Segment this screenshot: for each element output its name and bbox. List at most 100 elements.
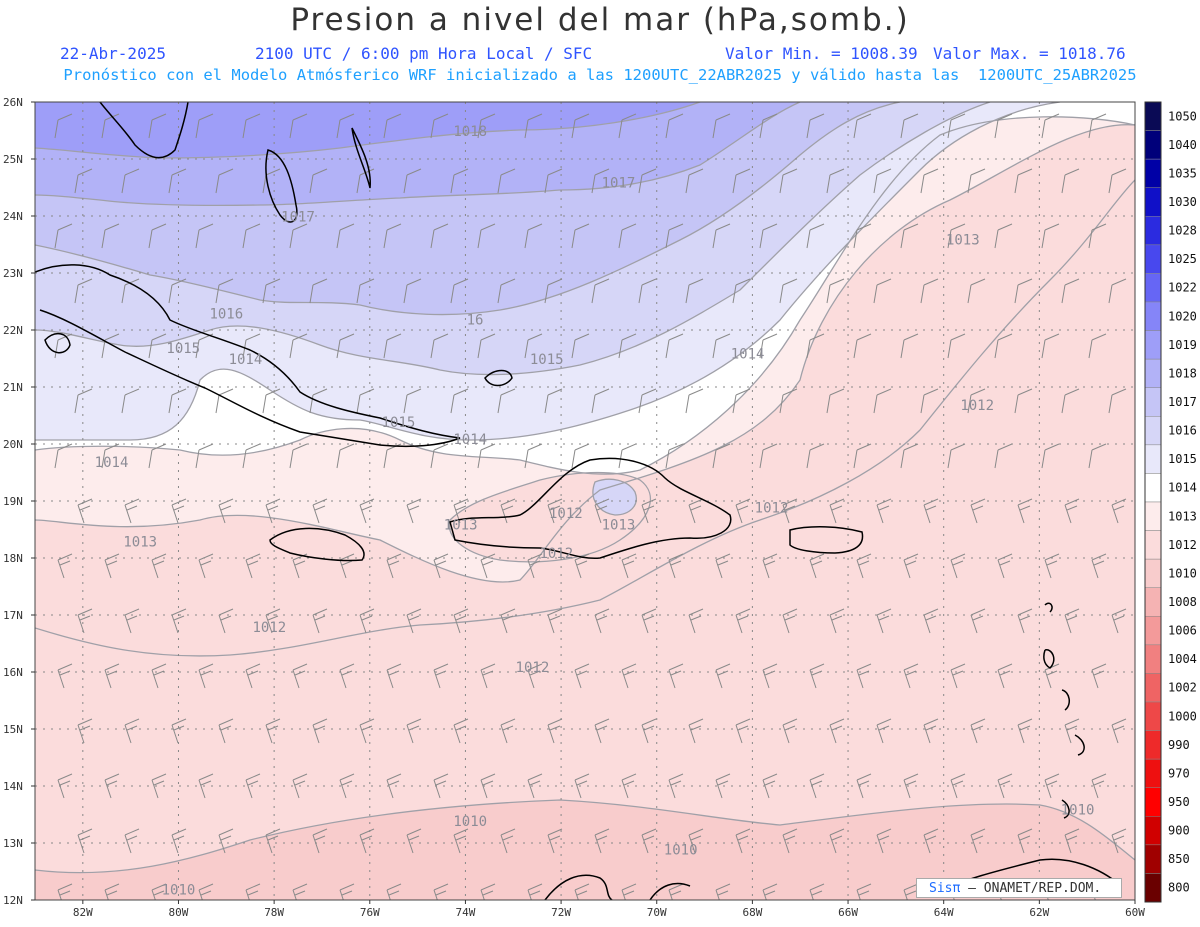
colorbar-label: 800 bbox=[1168, 881, 1190, 895]
wind-barb bbox=[245, 773, 261, 799]
wind-barb bbox=[124, 498, 140, 524]
wind-barb bbox=[591, 168, 610, 194]
wind-barb bbox=[527, 773, 543, 799]
wind-barb bbox=[245, 553, 261, 579]
colorbar-label: 1008 bbox=[1168, 595, 1197, 609]
wind-barb bbox=[198, 883, 214, 900]
wind-barb bbox=[1041, 223, 1060, 249]
wind-barb bbox=[1014, 388, 1033, 414]
wind-barb bbox=[168, 168, 187, 194]
wind-barb bbox=[430, 113, 449, 139]
wind-barb bbox=[383, 113, 402, 139]
isobar-label: 1012 bbox=[755, 500, 789, 516]
colorbar-label: 1025 bbox=[1168, 252, 1197, 266]
wind-barb bbox=[148, 113, 167, 139]
wind-barb bbox=[715, 663, 731, 689]
wind-barb bbox=[923, 608, 939, 634]
wind-barb bbox=[433, 773, 449, 799]
coast-eleuthera bbox=[351, 127, 371, 189]
colorbar-label: 1019 bbox=[1168, 338, 1197, 352]
lat-label: 19N bbox=[3, 495, 23, 508]
lat-label: 13N bbox=[3, 837, 23, 850]
wind-barb bbox=[759, 113, 778, 139]
wind-barb bbox=[101, 443, 120, 469]
wind-barb bbox=[312, 828, 328, 854]
wind-barb bbox=[450, 168, 469, 194]
wind-barb bbox=[856, 883, 872, 900]
wind-barb bbox=[1111, 608, 1127, 634]
wind-barb bbox=[547, 718, 563, 744]
lon-label: 66W bbox=[838, 906, 858, 919]
wind-barb bbox=[638, 388, 657, 414]
wind-barb bbox=[57, 553, 73, 579]
wind-barb bbox=[638, 278, 657, 304]
wind-barb bbox=[950, 553, 966, 579]
wind-barb bbox=[715, 553, 731, 579]
wind-barb bbox=[735, 608, 751, 634]
wind-barb bbox=[1044, 773, 1060, 799]
wind-barb bbox=[779, 388, 798, 414]
wind-barb bbox=[453, 608, 469, 634]
isobar-label: 1013 bbox=[444, 518, 478, 534]
wind-barb bbox=[406, 718, 422, 744]
wind-barb bbox=[594, 608, 610, 634]
colorbar-swatch bbox=[1144, 616, 1162, 646]
wind-barb bbox=[148, 223, 167, 249]
wind-barb bbox=[665, 443, 684, 469]
wind-barb bbox=[571, 443, 590, 469]
map-title: Presion a nivel del mar (hPa,somb.) bbox=[290, 2, 910, 38]
colorbar-swatch bbox=[1144, 358, 1162, 388]
wind-barb bbox=[527, 663, 543, 689]
wind-barb bbox=[433, 883, 449, 900]
wind-barb bbox=[339, 553, 355, 579]
wind-barb bbox=[480, 553, 496, 579]
colorbar-swatch bbox=[1144, 673, 1162, 703]
wind-barb bbox=[997, 663, 1013, 689]
colorbar-label: 1000 bbox=[1168, 709, 1197, 723]
colorbar-label: 990 bbox=[1168, 738, 1190, 752]
wind-barb bbox=[715, 883, 731, 900]
wind-barb bbox=[171, 718, 187, 744]
wind-barb bbox=[242, 113, 261, 139]
isobar-label: 1015 bbox=[530, 352, 564, 368]
colorbar-label: 1004 bbox=[1168, 652, 1197, 666]
wind-barb bbox=[685, 388, 704, 414]
colorbar-label: 1035 bbox=[1168, 166, 1197, 180]
isobar-label: 1010 bbox=[664, 842, 698, 858]
wind-barb bbox=[856, 553, 872, 579]
pressure-1019-zone bbox=[35, 102, 700, 158]
wind-barb bbox=[383, 443, 402, 469]
wind-barb bbox=[198, 553, 214, 579]
wind-barb bbox=[124, 718, 140, 744]
wind-barb bbox=[198, 663, 214, 689]
wind-barb bbox=[195, 113, 214, 139]
wind-barb bbox=[262, 168, 281, 194]
wind-barb bbox=[762, 553, 778, 579]
isobar-1013 bbox=[35, 124, 1135, 583]
wind-barb bbox=[1064, 828, 1080, 854]
isobar-label: 1010 bbox=[453, 814, 487, 830]
wind-barb bbox=[591, 388, 610, 414]
lon-label: 60W bbox=[1125, 906, 1145, 919]
colorbar-swatch bbox=[1144, 558, 1162, 588]
wind-barb bbox=[1017, 608, 1033, 634]
wind-barb bbox=[359, 828, 375, 854]
wind-barb bbox=[1014, 168, 1033, 194]
lat-label: 20N bbox=[3, 438, 23, 451]
wind-barb bbox=[151, 663, 167, 689]
wind-barb bbox=[480, 883, 496, 900]
isobar-1018 bbox=[35, 102, 801, 206]
isobar-label: 1014 bbox=[229, 352, 263, 368]
coast-florida bbox=[99, 102, 189, 159]
colorbar-swatch bbox=[1144, 587, 1162, 617]
wind-barb bbox=[339, 773, 355, 799]
wind-barb bbox=[1088, 223, 1107, 249]
wind-barb bbox=[668, 553, 684, 579]
wind-barb bbox=[544, 278, 563, 304]
colorbar-swatch bbox=[1144, 701, 1162, 731]
isobar-label: 1012 bbox=[516, 660, 550, 676]
wind-barb bbox=[500, 828, 516, 854]
wind-barb bbox=[1108, 278, 1127, 304]
isobar-label: 1013 bbox=[602, 518, 636, 534]
wind-barb bbox=[826, 278, 845, 304]
